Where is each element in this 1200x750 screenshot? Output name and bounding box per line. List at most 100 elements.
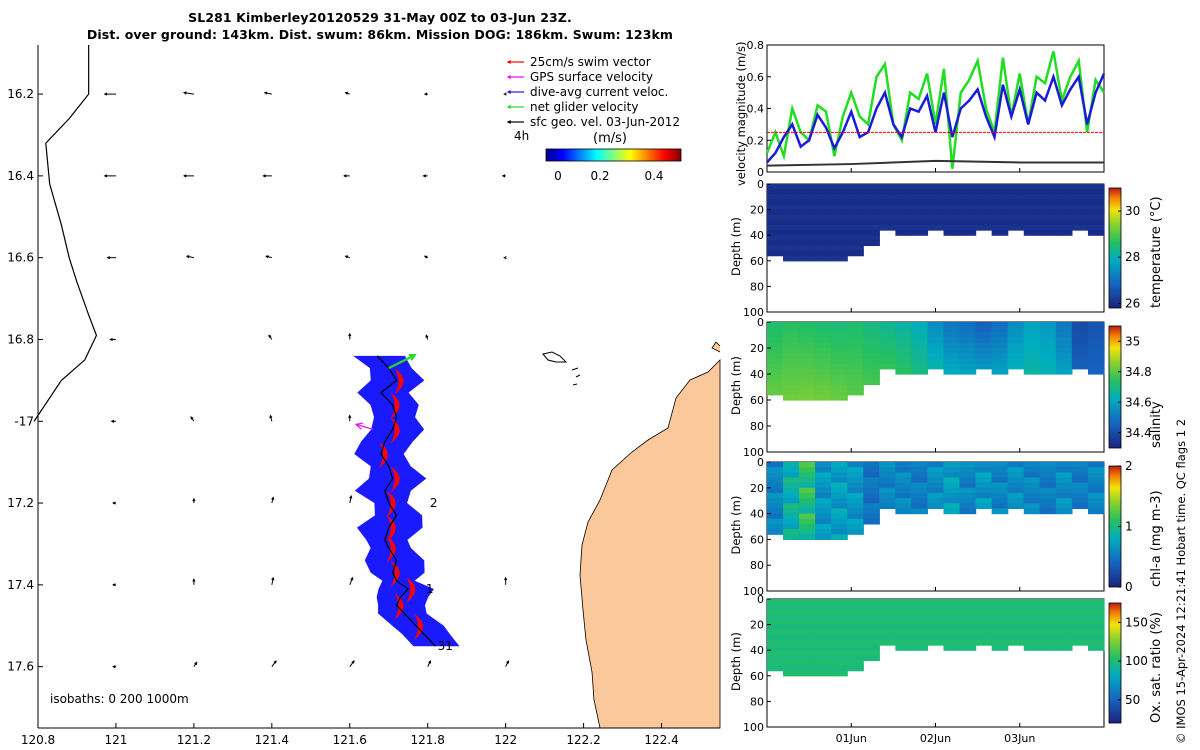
- heat-cell: [847, 508, 864, 515]
- heat-cell: [847, 629, 864, 636]
- colorbar-tick-label: 28: [1125, 250, 1140, 264]
- gps-surface-arrow: [354, 422, 374, 431]
- heat-cell: [799, 368, 816, 375]
- depth-y-label: Depth (m): [729, 496, 743, 555]
- heat-cell: [1023, 624, 1041, 631]
- heat-cell: [1023, 639, 1041, 646]
- heat-cell: [1039, 624, 1057, 631]
- heat-cell: [815, 645, 832, 651]
- heat-cell: [895, 503, 913, 510]
- heat-cell: [815, 655, 832, 662]
- heat-cell: [895, 189, 913, 195]
- heat-cell: [783, 214, 800, 221]
- heat-cell: [991, 204, 1009, 211]
- heat-cell: [783, 619, 800, 626]
- sfc-geo-vector: [505, 660, 509, 667]
- heat-cell: [847, 384, 864, 391]
- heat-cell: [943, 337, 961, 344]
- heat-cell: [831, 609, 848, 615]
- heat-cell: [799, 184, 816, 190]
- heat-cell: [1055, 224, 1073, 231]
- heat-cell: [879, 619, 896, 626]
- heat-cell: [895, 477, 913, 484]
- heat-cell: [831, 467, 848, 473]
- colorbar-title: temperature (°C): [1149, 196, 1164, 308]
- heat-cell: [847, 250, 864, 257]
- heat-cell: [767, 477, 784, 484]
- heat-cell: [847, 337, 864, 344]
- heat-cell: [863, 482, 880, 489]
- heat-cell: [1087, 230, 1105, 236]
- heat-cell: [1039, 209, 1057, 216]
- heat-cell: [799, 599, 816, 605]
- heat-cell: [879, 337, 896, 344]
- heat-cell: [863, 209, 880, 216]
- heat-cell: [783, 204, 800, 211]
- swim-vector-fill: [406, 576, 416, 603]
- heat-cell: [1087, 604, 1105, 610]
- heat-cell: [783, 498, 800, 504]
- heat-cell: [1007, 194, 1025, 200]
- heat-cell: [847, 503, 864, 510]
- heat-cell: [1007, 467, 1025, 473]
- map-x-tick-label: 120.8: [21, 733, 55, 747]
- heat-cell: [767, 199, 784, 206]
- heat-cell: [815, 255, 832, 262]
- heat-cell: [831, 235, 848, 241]
- day-label: 1: [426, 582, 434, 596]
- map-x-tick-label: 121: [104, 733, 127, 747]
- heat-cell: [847, 358, 864, 365]
- heat-cell: [863, 508, 880, 515]
- depth-y-label: Depth (m): [729, 632, 743, 691]
- heat-cell: [943, 645, 961, 651]
- heat-cell: [831, 219, 848, 226]
- depth-y-tick-label: 80: [750, 695, 764, 708]
- heat-cell: [1071, 492, 1089, 499]
- heat-cell: [815, 342, 832, 349]
- heat-cell: [1087, 467, 1105, 473]
- heat-cell: [767, 650, 784, 656]
- heat-cell: [831, 209, 848, 216]
- heat-cell: [991, 184, 1009, 190]
- heat-cell: [1023, 353, 1041, 359]
- heat-cell: [959, 194, 977, 200]
- heat-cell: [847, 224, 864, 231]
- heat-cell: [1055, 498, 1073, 504]
- heat-cell: [959, 614, 977, 621]
- heat-cell: [911, 498, 929, 504]
- heat-cell: [959, 219, 977, 226]
- heat-cell: [895, 492, 913, 499]
- heat-cell: [959, 487, 977, 494]
- map-y-tick-label: 16.6: [7, 251, 34, 265]
- swim-vector-fill: [386, 536, 396, 563]
- heat-cell: [1007, 199, 1025, 206]
- heat-cell: [767, 348, 784, 354]
- heat-cell: [767, 189, 784, 195]
- heat-cell: [991, 189, 1009, 195]
- heat-cell: [1055, 604, 1073, 610]
- heat-cell: [991, 368, 1009, 375]
- heat-cell: [847, 368, 864, 375]
- heat-cell: [959, 467, 977, 473]
- heat-cell: [815, 599, 832, 605]
- heat-cell: [1071, 477, 1089, 484]
- heat-cell: [1087, 214, 1105, 221]
- heat-cell: [1039, 348, 1057, 354]
- heat-cell: [783, 609, 800, 615]
- heat-cell: [1055, 629, 1073, 636]
- heat-cell: [863, 342, 880, 349]
- heat-cell: [863, 337, 880, 344]
- heat-cell: [927, 327, 945, 333]
- heat-cell: [847, 389, 864, 396]
- heat-cell: [815, 477, 832, 484]
- heat-cell: [783, 255, 800, 262]
- heat-cell: [1087, 332, 1105, 339]
- heat-cell: [927, 629, 945, 636]
- heat-cell: [1007, 348, 1025, 354]
- heat-cell: [1087, 624, 1105, 631]
- heat-cell: [1039, 498, 1057, 504]
- heat-cell: [831, 348, 848, 354]
- heat-cell: [1071, 224, 1089, 231]
- heat-cell: [943, 368, 961, 375]
- heat-cell: [815, 363, 832, 370]
